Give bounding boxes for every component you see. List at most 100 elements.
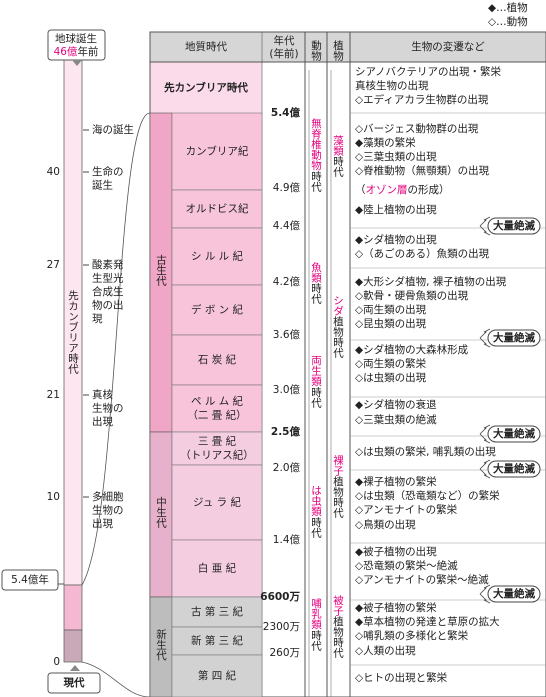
age-rest: 時代 (310, 517, 322, 539)
end-label: 現代 (64, 676, 85, 689)
life-event: 真核生物の出現 (355, 79, 429, 92)
period: オルドビス紀 (186, 202, 249, 215)
age-rest: 時代 (310, 630, 322, 652)
life-event: ◇ヒトの出現と繁栄 (355, 671, 448, 684)
life-event: ◇三葉虫類の絶滅 (355, 413, 437, 426)
period-cell (171, 654, 263, 697)
badge (487, 585, 541, 603)
header: (年前) (269, 47, 298, 60)
era: 古生代 (155, 254, 167, 287)
animal-ages: 魚類時代 (310, 261, 322, 305)
life-event: ◆シダ植物の衰退 (355, 398, 437, 411)
period-cell (171, 189, 263, 229)
tick-label: 0 (53, 656, 60, 668)
period-cell (171, 464, 263, 541)
timeline-bar (63, 584, 83, 631)
period: 白 亜 紀 (198, 562, 237, 575)
period-cell (171, 431, 263, 466)
life-event: ◇エディアカラ生物群の出現 (355, 93, 489, 106)
tick-label: 27 (47, 259, 60, 271)
badge (487, 460, 541, 478)
age-highlight: シダ (332, 295, 344, 316)
badge-spike (479, 216, 491, 236)
start-age-value: 46億 (54, 45, 78, 58)
mass-extinction: 大量絶滅 (493, 587, 535, 600)
period: （トリアス紀） (180, 449, 254, 462)
life-event: ◇は虫類の繁栄, 哺乳類の出現 (355, 445, 496, 458)
badge-spike (479, 328, 491, 348)
life-event: ◆草本植物の発達と草原の拡大 (355, 615, 500, 628)
age: 260万 (269, 647, 300, 659)
life-event: ◇鳥類の出現 (355, 518, 416, 531)
life-event: ◇三葉虫類の出現 (355, 150, 437, 163)
age: 2.5億 (271, 425, 301, 438)
life-event: ◇哺乳類の多様化と繁栄 (355, 629, 469, 642)
age: 3.0億 (273, 383, 301, 396)
life-event: ◇恐竜類の繁栄～絶滅 (355, 559, 458, 572)
period-cell (171, 334, 263, 386)
header: 動物 (310, 39, 322, 62)
age-highlight: 無脊椎動物 (310, 117, 322, 171)
badge-spike (479, 459, 491, 479)
tick-label: 40 (47, 166, 60, 178)
end-box (47, 672, 101, 694)
legend-item: ◇…動物 (488, 15, 528, 28)
life-event: （オゾン層の形成） (355, 184, 450, 196)
event: 誕生 (92, 179, 113, 192)
life-event: ◇アンモナイトの繁栄～絶滅 (355, 573, 489, 586)
age-rest: 植物時代 (332, 475, 344, 519)
period-cell (171, 626, 263, 656)
period-cell (171, 539, 263, 598)
start-age: 46億年前 (54, 45, 99, 58)
life-event: ◇両生類の繁栄 (355, 357, 427, 370)
life-event: ◇（あごのある）魚類の出現 (355, 247, 490, 260)
plant-ages: 被子植物時代 (332, 594, 344, 659)
header: 生物の変遷など (411, 40, 485, 53)
age-highlight: 裸子 (332, 454, 344, 476)
life-event: ◆藻類の繁栄 (355, 136, 416, 149)
event: 海の誕生 (92, 123, 134, 136)
life-event: ◆大形シダ植物, 裸子植物の出現 (355, 275, 507, 288)
period: （二 畳 紀） (187, 409, 246, 422)
header: 植物 (332, 39, 344, 62)
event: 多細胞 (92, 490, 124, 503)
start-age-unit: 年前 (77, 45, 98, 58)
animal-ages: は虫類時代 (310, 485, 322, 538)
life-event-part: の形成） (408, 184, 450, 196)
life-event: ◆被子植物の出現 (355, 545, 437, 558)
precambrian: 先カンブリア時代 (164, 81, 248, 94)
precambrian-cell (150, 62, 262, 113)
age-highlight: 哺乳類 (310, 597, 322, 630)
life-event: ◆被子植物の繁栄 (355, 601, 437, 614)
marker-box (1, 569, 59, 591)
header: 地質時代 (185, 40, 227, 53)
period: 古 第 三 紀 (191, 605, 244, 618)
marker-label: 5.4億年 (11, 573, 49, 586)
event: 酸素発 (92, 258, 124, 271)
tick-label: 21 (47, 389, 60, 401)
age: 6600万 (260, 591, 300, 603)
age-highlight: は虫類 (310, 485, 322, 517)
event: 真核 (92, 388, 113, 401)
event: 生物の (92, 402, 124, 415)
life-event: シアノバクテリアの出現・繁栄 (355, 65, 502, 78)
plant-ages: シダ植物時代 (332, 295, 344, 359)
life-event: ◇両生類の出現 (355, 303, 427, 316)
start-label: 地球誕生 (55, 32, 97, 45)
connector (81, 112, 151, 586)
period-cell (171, 227, 263, 286)
period: カンブリア紀 (186, 145, 249, 158)
mass-extinction: 大量絶滅 (493, 462, 535, 475)
timeline-bar (63, 629, 83, 663)
era: 中生代 (155, 496, 167, 529)
age-rest: 植物時代 (332, 615, 344, 659)
event: 生型光 (92, 272, 124, 285)
mass-extinction: 大量絶滅 (493, 427, 535, 440)
life-event: ◆シダ植物の大森林形成 (355, 343, 469, 356)
event: 出現 (92, 517, 113, 530)
event: 生命の (92, 165, 124, 178)
age: 1.4億 (273, 533, 301, 546)
age-rest: 時代 (332, 156, 344, 178)
life-event: ◆裸子植物の繁栄 (355, 475, 437, 488)
period: 三 畳 紀 (198, 435, 237, 448)
